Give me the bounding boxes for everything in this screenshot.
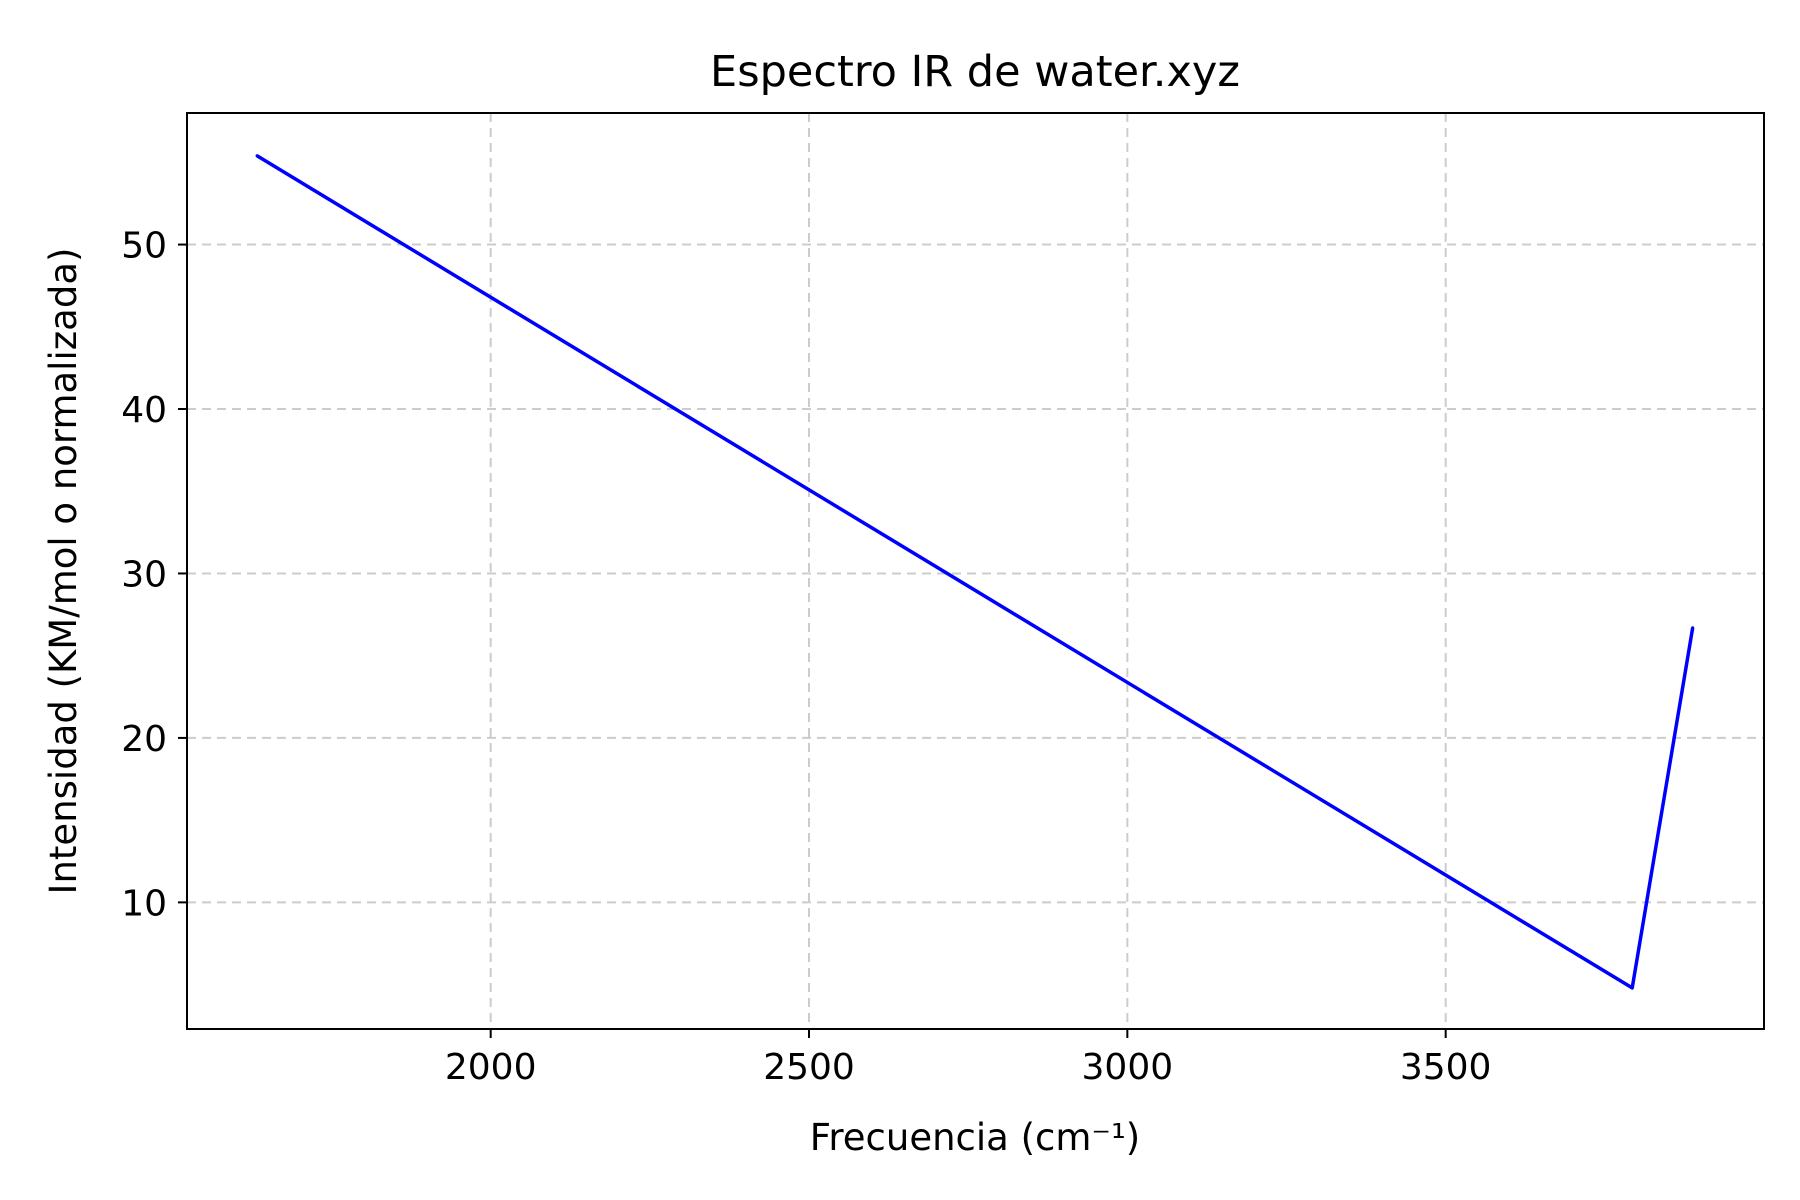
y-tick-label: 50: [121, 226, 167, 267]
y-tick-label: 40: [121, 390, 167, 431]
x-tick-label: 3000: [1082, 1047, 1174, 1088]
y-tick-label: 30: [121, 554, 167, 595]
grid-lines: [187, 113, 1764, 1029]
x-axis-label: Frecuencia (cm⁻¹): [810, 1116, 1140, 1159]
y-tick-label: 10: [121, 883, 167, 924]
x-tick-label: 2000: [445, 1047, 537, 1088]
y-axis: 10 20 30 40 50: [121, 226, 187, 924]
data-point: [1691, 626, 1695, 630]
series-layer: [255, 154, 1695, 990]
y-axis-label: Intensidad (KM/mol o normalizada): [42, 248, 85, 895]
data-point: [1630, 986, 1634, 990]
data-point: [255, 154, 259, 158]
x-tick-label: 3500: [1400, 1047, 1492, 1088]
x-axis: 2000 2500 3000 3500: [445, 1029, 1492, 1088]
plot-area-frame: [186, 112, 1765, 1030]
y-tick-label: 20: [121, 719, 167, 760]
x-tick-label: 2500: [763, 1047, 855, 1088]
chart-title: Espectro IR de water.xyz: [710, 47, 1240, 97]
